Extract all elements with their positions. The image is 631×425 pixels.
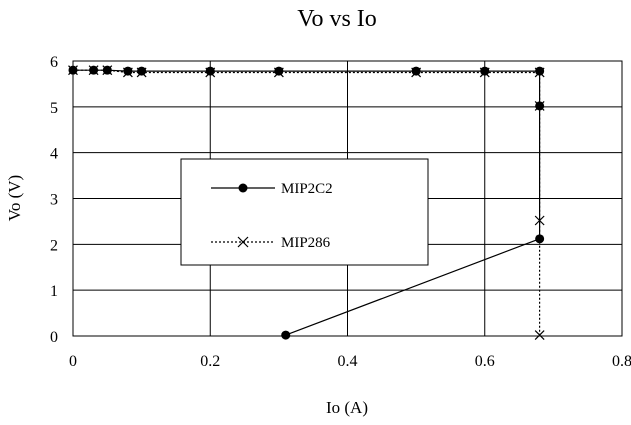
- series-layer: [68, 65, 545, 341]
- x-tick-label: 0.8: [612, 353, 631, 370]
- data-point-mip286: [479, 67, 490, 78]
- data-point-mip286: [205, 67, 216, 78]
- data-point-mip286: [411, 67, 422, 78]
- tick-labels: 0 0.2 0.4 0.6 0.8 0 1 2 3 4 5 6: [50, 54, 631, 370]
- chart-title: Vo vs Io: [297, 6, 377, 32]
- legend-label-mip286: MIP286: [281, 235, 331, 251]
- legend-box: [180, 158, 429, 266]
- y-tick-label: 6: [50, 54, 58, 71]
- data-point-mip286: [136, 67, 147, 78]
- data-point-mip2c2: [480, 66, 490, 76]
- y-tick-label: 5: [50, 100, 58, 117]
- data-point-mip2c2: [535, 66, 545, 76]
- data-point-mip2c2: [411, 66, 421, 76]
- y-tick-label: 4: [50, 146, 58, 163]
- legend: MIP2C2 MIP286: [180, 158, 429, 266]
- data-point-mip2c2: [137, 66, 147, 76]
- y-axis-label: Vo (V): [5, 175, 24, 221]
- x-tick-label: 0: [69, 353, 77, 370]
- data-point-mip286: [534, 215, 545, 226]
- x-tick-label: 0.6: [475, 353, 495, 370]
- x-tick-label: 0.4: [338, 353, 358, 370]
- y-tick-label: 0: [50, 329, 58, 346]
- data-point-mip286: [534, 330, 545, 341]
- data-point-mip286: [273, 67, 284, 78]
- legend-marker-mip286: [237, 236, 249, 248]
- y-tick-label: 2: [50, 237, 58, 254]
- data-point-mip2c2: [281, 330, 291, 340]
- plot-area-frame: [72, 60, 623, 337]
- x-tick-label: 0.2: [200, 353, 220, 370]
- data-point-mip286: [122, 67, 133, 78]
- data-point-mip286: [534, 67, 545, 78]
- data-point-mip286: [102, 65, 113, 76]
- legend-marker-mip2c2: [238, 183, 248, 193]
- y-tick-label: 3: [50, 192, 58, 209]
- x-axis-label: Io (A): [326, 398, 368, 417]
- data-point-mip2c2: [205, 66, 215, 76]
- data-point-mip2c2: [123, 66, 133, 76]
- data-point-mip2c2: [274, 66, 284, 76]
- data-point-mip286: [88, 65, 99, 76]
- legend-label-mip2c2: MIP2C2: [281, 181, 333, 197]
- y-tick-label: 1: [50, 283, 58, 300]
- data-point-mip286: [534, 100, 545, 111]
